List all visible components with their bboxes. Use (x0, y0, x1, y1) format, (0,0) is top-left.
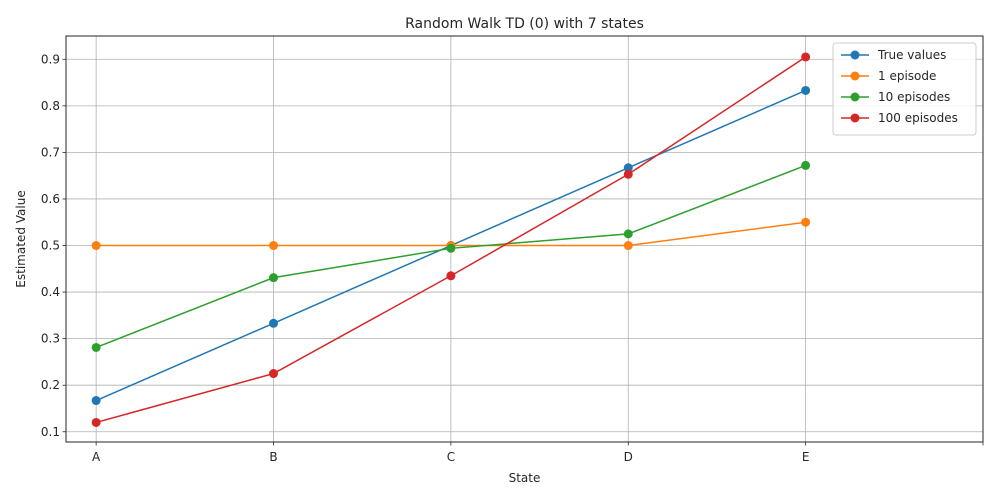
data-point (623, 163, 633, 173)
x-tick-label: A (92, 450, 101, 464)
legend-label: 100 episodes (878, 111, 958, 125)
y-axis-title: Estimated Value (14, 190, 28, 287)
data-point (91, 396, 101, 406)
x-tick-label: D (624, 450, 633, 464)
ticks: A B C D E 0.1 0.2 0.3 0.4 0.5 0.6 0.7 0.8 0.9 (41, 52, 984, 464)
y-tick-label: 0.5 (41, 239, 60, 253)
data-point (91, 342, 101, 352)
legend-marker (850, 113, 860, 123)
legend-marker (850, 71, 860, 81)
data-point (269, 369, 279, 379)
series-layer (91, 52, 811, 427)
y-tick-label: 0.3 (41, 332, 60, 346)
data-point (801, 52, 811, 62)
legend-marker (850, 50, 860, 60)
data-point (801, 160, 811, 170)
y-tick-label: 0.4 (41, 285, 60, 299)
legend-label: 10 episodes (878, 90, 950, 104)
x-tick-label: E (802, 450, 810, 464)
y-tick-label: 0.1 (41, 425, 60, 439)
y-tick-label: 0.9 (41, 52, 60, 66)
data-point (269, 241, 279, 251)
data-point (801, 85, 811, 95)
data-point (91, 417, 101, 427)
y-tick-label: 0.7 (41, 145, 60, 159)
data-point (623, 229, 633, 239)
legend: True values 1 episode 10 episodes 100 episo… (832, 42, 977, 136)
y-tick-label: 0.2 (41, 378, 60, 392)
data-point (623, 241, 633, 251)
data-point (623, 169, 633, 179)
legend-box (832, 42, 977, 136)
legend-label: 1 episode (878, 69, 936, 83)
plot-frame (65, 35, 984, 443)
data-point (446, 271, 456, 281)
x-axis-title: State (509, 471, 541, 485)
data-point (91, 241, 101, 251)
x-tick-label: B (269, 450, 277, 464)
data-point (446, 243, 456, 253)
y-tick-label: 0.8 (41, 99, 60, 113)
data-point (269, 318, 279, 328)
data-point (801, 217, 811, 227)
y-tick-label: 0.6 (41, 192, 60, 206)
legend-label: True values (877, 48, 946, 62)
legend-marker (850, 92, 860, 102)
x-tick-label: C (447, 450, 455, 464)
data-point (269, 273, 279, 283)
chart-title: Random Walk TD (0) with 7 states (405, 16, 644, 32)
